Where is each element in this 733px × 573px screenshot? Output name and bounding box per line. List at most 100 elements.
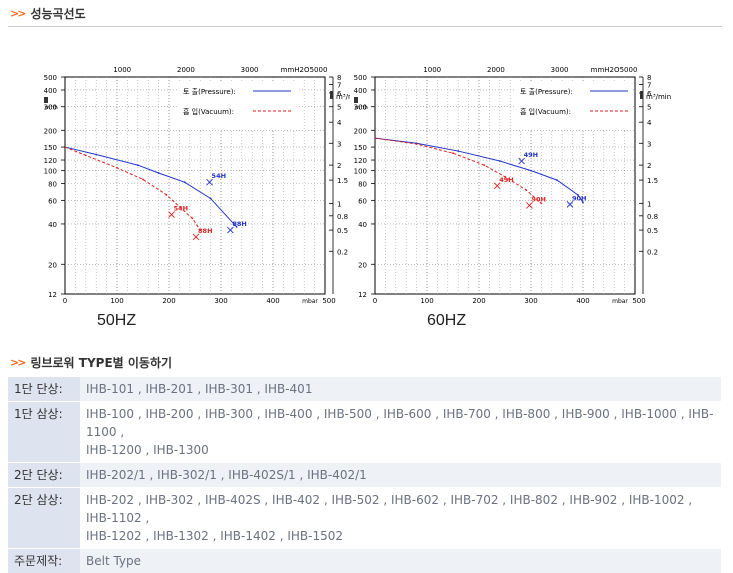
series-point xyxy=(84,154,87,157)
right-tick-label: 8 xyxy=(337,74,341,82)
top-axis-label: 5000 xyxy=(620,66,638,74)
legend-label-pressure: 토 출(Pressure): xyxy=(520,87,573,96)
right-tick-label: 1.5 xyxy=(647,177,658,185)
right-tick-label: 6 xyxy=(647,90,652,98)
model-list-line: IHB-100 , IHB-200 , IHB-300 , IHB-400 , … xyxy=(86,407,714,421)
y-tick-label: 150 xyxy=(44,144,57,152)
chart-60hz-label: 60HZ xyxy=(427,312,467,329)
types-row-models: IHB-202 , IHB-302 , IHB-402S , IHB-402 ,… xyxy=(80,487,721,549)
right-axis-unit-marker xyxy=(640,91,643,99)
types-row-label: 1단 단상: xyxy=(8,376,80,402)
series-point xyxy=(540,202,543,205)
y-axis-unit-marker xyxy=(354,97,358,103)
annotation-marker xyxy=(566,201,574,208)
series-point xyxy=(183,181,186,184)
top-axis-label: 3000 xyxy=(241,66,259,74)
model-list-line: IHB-1202 , IHB-1302 , IHB-1402 , IHB-150… xyxy=(86,529,343,543)
annotation-marker xyxy=(192,233,200,241)
right-tick-label: 8 xyxy=(647,74,651,82)
annotation-label: 49H xyxy=(524,151,539,159)
y-axis-unit-label: m³/h xyxy=(355,104,368,111)
y-tick-label: 20 xyxy=(358,261,367,269)
blower-types-table: 1단 단상: IHB-101 , IHB-201 , IHB-301 , IHB-… xyxy=(8,376,721,573)
series-point xyxy=(157,172,160,174)
types-section-title: 링브로워 TYPE별 이동하기 xyxy=(30,356,173,370)
right-tick-label: 0.5 xyxy=(647,227,658,235)
x-axis-unit-label: mbar xyxy=(612,298,628,305)
right-tick-label: 1 xyxy=(337,200,341,208)
x-axis-unit-label: mbar xyxy=(302,298,318,305)
x-tick-label: 0 xyxy=(373,297,377,305)
x-tick-label: 0 xyxy=(63,297,67,305)
series-point xyxy=(165,193,168,196)
legend-label-pressure: 토 출(Pressure): xyxy=(183,87,236,96)
types-row-label: 1단 삼상: xyxy=(8,401,80,463)
model-list-line: IHB-202/1 , IHB-302/1 , IHB-402S/1 , IHB… xyxy=(86,468,367,482)
types-row: 1단 단상: IHB-101 , IHB-201 , IHB-301 , IHB-… xyxy=(8,376,721,402)
right-tick-label: 0.2 xyxy=(647,248,658,256)
y-tick-label: 80 xyxy=(48,181,57,189)
right-tick-label: 0.5 xyxy=(337,227,348,235)
x-tick-label: 100 xyxy=(420,297,433,305)
x-tick-label: 300 xyxy=(524,297,537,305)
right-tick-label: 0.8 xyxy=(647,213,658,221)
top-axis-label: 3000 xyxy=(551,66,569,74)
y-axis-unit-marker xyxy=(44,97,48,103)
y-tick-label: 300 xyxy=(354,104,367,112)
legend-label-vacuum: 흡 입(Vacuum): xyxy=(520,107,571,116)
series-point xyxy=(209,197,212,200)
section-divider xyxy=(8,26,722,27)
model-list-line: IHB-101 , IHB-201 , IHB-301 , IHB-401 xyxy=(86,382,313,396)
right-axis-unit-label: m³/min xyxy=(336,93,350,101)
model-list-line: 1100 , xyxy=(86,425,125,439)
x-tick-label: 200 xyxy=(162,297,175,305)
series-point xyxy=(498,160,501,162)
y-axis-unit-label: m³/h xyxy=(45,104,58,111)
chart-50hz-container: 500 400 300 200 150 120 100 80 60 40 20 12 m³/h 0 100 2… xyxy=(30,64,362,313)
series-line xyxy=(374,137,584,203)
model-list-line: IHB-202 , IHB-302 , IHB-402S , IHB-402 ,… xyxy=(86,493,693,507)
y-tick-label: 60 xyxy=(358,197,367,205)
types-row-label: 주문제작: xyxy=(8,548,80,573)
y-tick-label: 20 xyxy=(48,261,57,269)
y-tick-label: 300 xyxy=(44,104,57,112)
annotation-marker xyxy=(227,226,234,234)
right-tick-label: 2 xyxy=(337,162,341,170)
x-tick-label: 400 xyxy=(266,297,279,305)
y-tick-label: 120 xyxy=(354,157,367,165)
right-tick-label: 3 xyxy=(647,140,651,148)
x-tick-label: 300 xyxy=(214,297,227,305)
y-tick-label: 120 xyxy=(44,157,57,165)
model-list-line: Belt Type xyxy=(86,554,142,568)
annotation-label: 54H xyxy=(174,205,189,213)
types-row: 주문제작: Belt Type xyxy=(8,548,721,573)
y-tick-label: 12 xyxy=(48,291,57,299)
series-point xyxy=(199,229,202,231)
annotation-marker xyxy=(518,157,525,165)
x-tick-label: 500 xyxy=(632,297,645,305)
types-row-models: Belt Type xyxy=(80,548,721,573)
top-axis-label: 2000 xyxy=(177,66,195,74)
series-point xyxy=(576,193,579,196)
right-tick-label: 7 xyxy=(337,81,341,89)
performance-section-title: 성능곡선도 xyxy=(30,7,86,21)
legend-label-vacuum: 흡 입(Vacuum): xyxy=(183,107,234,116)
series-point xyxy=(582,201,584,204)
y-tick-label: 12 xyxy=(358,291,367,299)
y-tick-label: 200 xyxy=(354,127,367,135)
annotation-marker xyxy=(206,178,213,186)
annotation-marker xyxy=(168,211,175,218)
x-tick-label: 400 xyxy=(576,297,589,305)
y-tick-label: 40 xyxy=(48,221,57,229)
series-point xyxy=(415,143,418,145)
types-row: 2단 삼상: IHB-202 , IHB-302 , IHB-402S , IHB… xyxy=(8,487,721,549)
top-axis-label: 2000 xyxy=(487,66,505,74)
double-chevron-icon: >> xyxy=(10,7,27,20)
y-tick-label: 100 xyxy=(44,168,57,176)
series-point xyxy=(142,178,144,181)
annotation-label: 88H xyxy=(232,220,247,228)
right-tick-label: 4 xyxy=(337,119,342,127)
right-axis-unit-marker xyxy=(330,91,333,99)
